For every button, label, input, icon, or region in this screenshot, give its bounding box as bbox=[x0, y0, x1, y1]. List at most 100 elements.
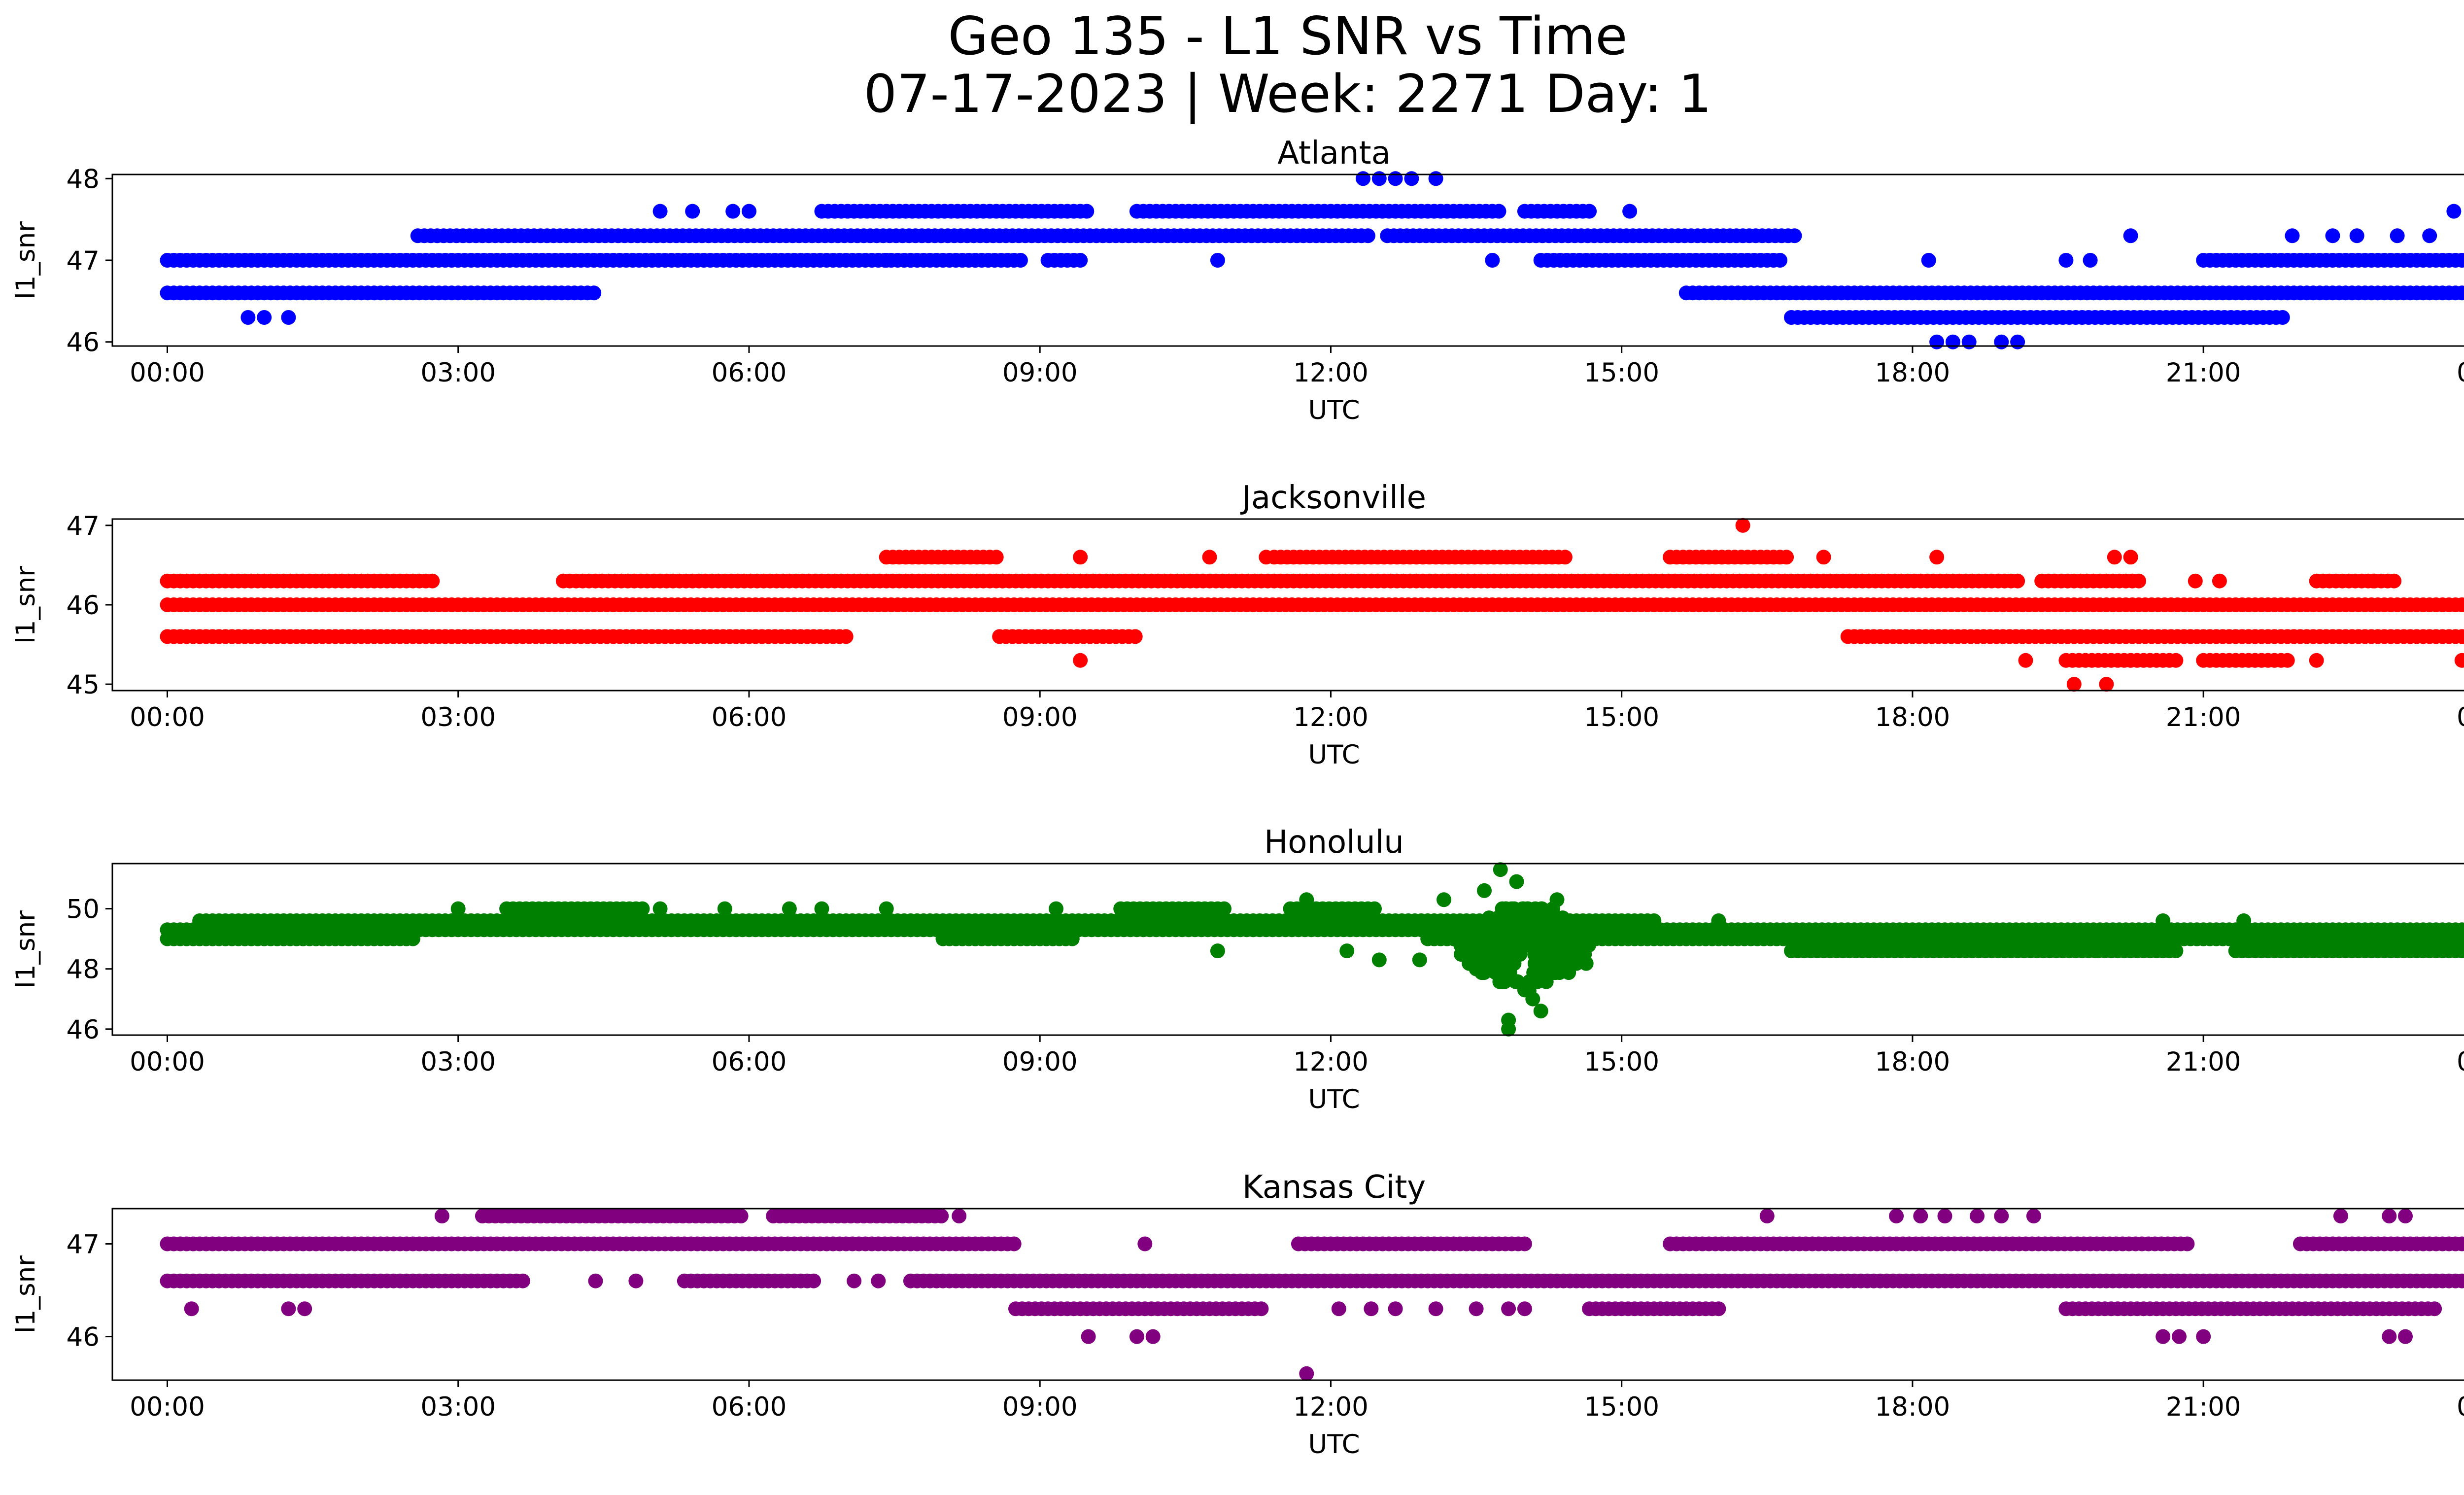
data-point bbox=[281, 1301, 296, 1317]
data-point bbox=[1525, 991, 1540, 1007]
y-tick-label: 45 bbox=[67, 670, 100, 700]
data-point bbox=[184, 1301, 199, 1317]
figure-title-line-2: 07-17-2023 | Week: 2271 Day: 1 bbox=[864, 64, 1712, 125]
data-point bbox=[934, 1209, 949, 1223]
data-point bbox=[1079, 204, 1095, 219]
data-point bbox=[2398, 1209, 2413, 1223]
x-tick-label: 12:00 bbox=[1293, 1392, 1369, 1422]
x-axis-label: UTC bbox=[1308, 740, 1360, 770]
data-point bbox=[1543, 910, 1558, 926]
data-point bbox=[814, 901, 829, 916]
data-point bbox=[1528, 910, 1543, 926]
data-point bbox=[1491, 204, 1506, 219]
x-tick-label: 06:00 bbox=[712, 1392, 787, 1422]
data-point bbox=[1073, 253, 1088, 268]
data-point bbox=[1556, 919, 1571, 935]
data-point bbox=[1735, 518, 1750, 533]
x-tick-label: 00:00 bbox=[130, 1047, 205, 1077]
data-point bbox=[2422, 228, 2437, 243]
panel-honolulu: Honolulu 00:00 03:00 06:00 09:00 12:00 15:00 18… bbox=[11, 824, 2464, 1114]
data-point bbox=[2156, 913, 2171, 928]
data-point bbox=[1773, 253, 1787, 268]
data-point bbox=[1530, 974, 1545, 989]
data-point bbox=[2236, 913, 2252, 928]
figure-title-line-1: Geo 135 - L1 SNR vs Time bbox=[948, 6, 1627, 67]
data-point bbox=[1202, 550, 1217, 565]
data-point bbox=[1510, 947, 1526, 962]
y-tick-label: 46 bbox=[67, 1322, 100, 1353]
data-point bbox=[871, 1273, 886, 1288]
data-point bbox=[2461, 598, 2464, 611]
data-point bbox=[1533, 1004, 1548, 1019]
panel-atlanta: Atlanta 00:00 03:00 06:00 09:00 12:00 15:00 18:… bbox=[11, 135, 2464, 425]
data-point bbox=[652, 204, 668, 219]
data-point bbox=[2333, 1209, 2348, 1223]
y-tick-label: 46 bbox=[67, 328, 100, 358]
x-tick-label: 00:00 bbox=[130, 358, 205, 388]
data-point bbox=[1073, 653, 1088, 668]
panel-kansas-city: Kansas City 00:00 03:00 06:00 09:00 12:00 15:0… bbox=[11, 1169, 2464, 1460]
data-point bbox=[2212, 573, 2227, 589]
data-point bbox=[450, 901, 466, 916]
data-point bbox=[515, 1273, 530, 1288]
data-point bbox=[2461, 287, 2464, 299]
data-point bbox=[1339, 943, 1355, 959]
data-point bbox=[1128, 629, 1143, 644]
x-axis-label: UTC bbox=[1308, 395, 1360, 425]
data-point bbox=[2168, 943, 2184, 959]
data-point bbox=[1469, 961, 1484, 976]
data-point bbox=[1711, 913, 1726, 928]
data-point bbox=[1388, 171, 1403, 186]
x-tick-label: 15:00 bbox=[1584, 1047, 1659, 1077]
data-point bbox=[586, 285, 602, 301]
y-tick-label: 50 bbox=[67, 895, 100, 925]
data-point bbox=[281, 310, 296, 325]
data-point bbox=[847, 1273, 862, 1288]
data-point bbox=[2188, 573, 2203, 589]
x-axis-label: UTC bbox=[1308, 1084, 1360, 1114]
y-axis-label: l1_snr bbox=[11, 566, 41, 644]
x-tick-label: 18:00 bbox=[1875, 1392, 1951, 1422]
data-point bbox=[1557, 550, 1573, 565]
data-point bbox=[1412, 952, 1427, 968]
data-point bbox=[1145, 1329, 1161, 1344]
data-point bbox=[635, 901, 650, 916]
data-point bbox=[2325, 228, 2340, 243]
data-point bbox=[2066, 677, 2082, 692]
x-tick-label: 03:00 bbox=[420, 358, 496, 388]
data-point bbox=[1364, 1301, 1379, 1317]
data-point bbox=[2083, 253, 2098, 268]
plot-frame bbox=[111, 1208, 2464, 1381]
x-tick-label: 12:00 bbox=[1293, 702, 1369, 732]
data-point bbox=[2382, 1329, 2397, 1344]
data-point bbox=[685, 204, 700, 219]
data-point bbox=[1711, 1301, 1726, 1317]
data-point bbox=[1994, 1209, 2009, 1223]
data-point bbox=[2365, 573, 2381, 589]
data-point bbox=[1462, 929, 1477, 944]
x-tick-label: 15:00 bbox=[1584, 702, 1659, 732]
data-point bbox=[1937, 1209, 1952, 1223]
data-point bbox=[1493, 862, 1508, 877]
x-tick-label: 00:00 bbox=[130, 1392, 205, 1422]
data-point bbox=[1437, 892, 1451, 907]
y-tick-label: 47 bbox=[67, 511, 100, 541]
data-point bbox=[1388, 1301, 1403, 1317]
data-point bbox=[879, 901, 894, 916]
data-point bbox=[1929, 550, 1945, 565]
data-point bbox=[1517, 1301, 1532, 1317]
data-point bbox=[2454, 285, 2464, 301]
data-point bbox=[1994, 334, 2009, 349]
x-tick-label: 21:00 bbox=[2166, 358, 2241, 388]
data-point bbox=[838, 629, 854, 644]
x-tick-label: 00:00 bbox=[2457, 1047, 2464, 1077]
x-tick-label: 15:00 bbox=[1584, 358, 1659, 388]
data-point bbox=[2107, 550, 2122, 565]
data-point bbox=[2156, 1329, 2171, 1344]
data-point bbox=[1929, 334, 1945, 349]
data-point bbox=[2180, 1236, 2195, 1252]
y-axis-label: l1_snr bbox=[11, 910, 41, 988]
data-point bbox=[1331, 1301, 1346, 1317]
data-point bbox=[989, 550, 1004, 565]
